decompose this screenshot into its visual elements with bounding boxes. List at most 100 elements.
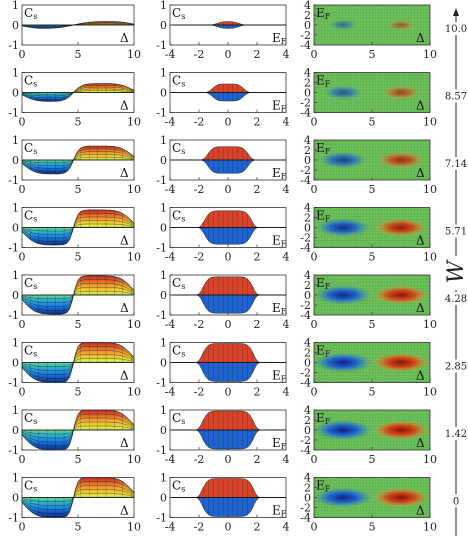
corner-label-sub: s: [181, 80, 185, 89]
y-tick-label: 4: [304, 337, 311, 350]
red-lobe: [372, 352, 430, 373]
w-tick-bg: [442, 22, 468, 35]
mesh-line: [21, 283, 135, 307]
corner-label-sub: s: [181, 147, 185, 156]
y-tick-label: -2: [300, 232, 311, 245]
x-tick-label: -4: [165, 116, 176, 129]
y-tick-label: 2: [304, 414, 311, 427]
corner-label: Cs: [24, 209, 37, 224]
y-tick-label: -4: [300, 444, 311, 457]
x-tick-label: 10: [423, 251, 437, 264]
y-tick-label: 2: [304, 9, 311, 22]
panel-r5-ef-col: 1 0 -1-4 -2 0 2 4 Cs EF: [156, 337, 289, 399]
y-tick-label: 0: [12, 357, 19, 370]
y-tick-label: -2: [300, 502, 311, 515]
x-tick-label: 2: [254, 521, 261, 534]
y-tick-label: 1: [160, 67, 167, 80]
y-tick-label: -4: [300, 377, 311, 390]
axis-label: EF: [272, 504, 287, 519]
y-tick-label: 2: [304, 347, 311, 360]
axis-label-main: E: [272, 369, 281, 383]
x-tick-label: -2: [194, 251, 205, 264]
y-tick-label: 1: [12, 67, 19, 80]
corner-label: Cs: [24, 479, 37, 494]
axis-label-sub: F: [281, 307, 287, 316]
blue-lobe: [316, 218, 370, 237]
y-tick-label: 0: [12, 19, 19, 32]
x-tick-label: 5: [369, 453, 376, 466]
w-tick-label: 4.28: [445, 294, 467, 305]
x-tick-label: 0: [19, 521, 26, 534]
y-tick-label: -1: [156, 39, 167, 52]
w-tick: 4.28: [442, 292, 468, 305]
y-tick-label: 2: [304, 77, 311, 90]
y-tick-label: -1: [156, 174, 167, 187]
w-tick-bg: [442, 494, 468, 508]
y-tick-label: 1: [12, 472, 19, 485]
corner-label: Cs: [172, 411, 185, 426]
x-tick-label: 2: [254, 251, 261, 264]
y-tick-label: -1: [156, 242, 167, 255]
x-tick-label: 4: [283, 48, 290, 61]
y-tick-label: 0: [160, 424, 167, 437]
red-lobe: [372, 420, 430, 440]
mesh-line: [21, 220, 135, 235]
x-tick-label: 10: [127, 48, 141, 61]
corner-label-main: C: [24, 141, 33, 155]
x-tick-label: 5: [369, 318, 376, 331]
axis-label: EF: [272, 99, 287, 114]
axis-label: Δ: [416, 31, 425, 45]
corner-label-sub: s: [181, 282, 185, 291]
blue-lobe: [319, 151, 367, 169]
mesh-line: [21, 413, 135, 447]
y-tick-label: 0: [12, 289, 19, 302]
axis-label: Δ: [416, 301, 425, 315]
red-lobe: [374, 218, 428, 237]
axis-label: Δ: [416, 504, 425, 518]
corner-label-sub: s: [181, 215, 185, 224]
corner-label-main: C: [24, 276, 33, 290]
y-tick-label: 1: [160, 337, 167, 350]
corner-label: Cs: [172, 74, 185, 89]
x-tick-label: 0: [225, 183, 232, 196]
y-tick-label: -2: [300, 434, 311, 447]
x-tick-label: 10: [127, 521, 141, 534]
y-tick-label: 0: [304, 357, 311, 370]
corner-label: Cs: [172, 141, 185, 156]
x-tick-label: 5: [369, 251, 376, 264]
y-tick-label: -1: [156, 107, 167, 120]
w-tick-bg: [442, 89, 468, 103]
x-tick-label: 0: [19, 318, 26, 331]
x-tick-label: 10: [127, 116, 141, 129]
corner-label: Cs: [172, 6, 185, 21]
axis-label: Δ: [416, 436, 425, 450]
corner-label: EF: [316, 276, 331, 291]
red-lobe: [387, 19, 415, 31]
y-tick-label: 4: [304, 67, 311, 80]
x-tick-label: 0: [225, 251, 232, 264]
axis-label-main: E: [272, 301, 281, 315]
corner-label: Cs: [24, 141, 37, 156]
y-tick-label: 0: [160, 357, 167, 370]
axis-label: Δ: [416, 369, 425, 383]
corner-label: EF: [316, 141, 331, 156]
x-tick-label: 0: [19, 453, 26, 466]
y-tick-label: 1: [12, 337, 19, 350]
y-tick-label: 1: [12, 269, 19, 282]
x-tick-label: 5: [75, 386, 82, 399]
y-tick-label: -4: [300, 107, 311, 120]
corner-label-main: C: [172, 344, 181, 358]
axis-label-main: E: [272, 436, 281, 450]
y-tick-label: 0: [160, 87, 167, 100]
w-tick-label: 2.85: [445, 362, 467, 373]
x-tick-label: 0: [311, 453, 318, 466]
w-tick-label: 7.14: [445, 159, 467, 170]
y-tick-label: -1: [156, 377, 167, 390]
y-tick-label: 1: [160, 472, 167, 485]
blue-lobe: [314, 420, 372, 440]
